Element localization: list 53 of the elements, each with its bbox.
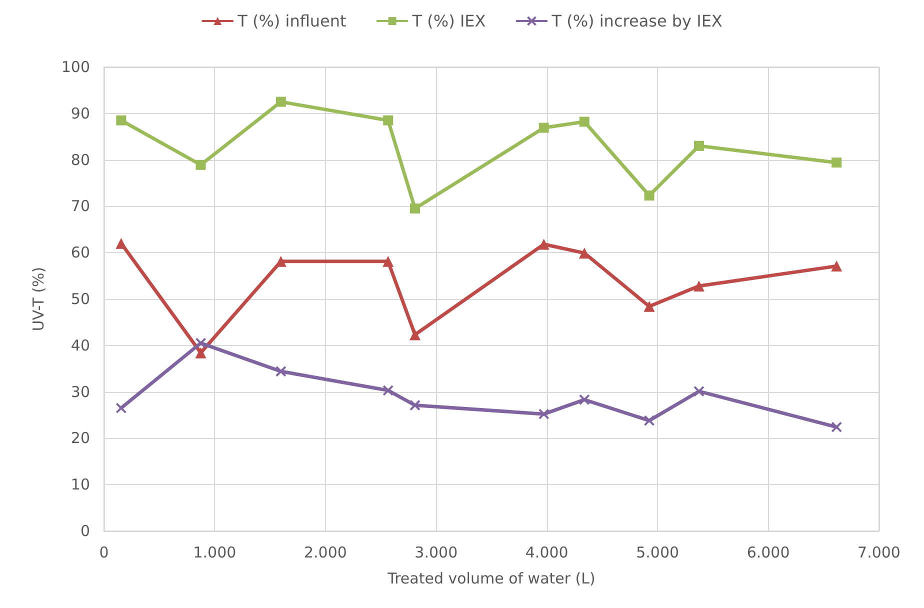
point [195,338,206,349]
point [832,158,842,168]
point [694,140,704,151]
legend-label: T (%) influent [236,12,346,30]
y-tick-label: 20 [70,429,90,448]
x-tick-label: 4.000 [525,544,568,562]
legend-label: T (%) increase by IEX [550,12,722,30]
y-tick-label: 0 [80,522,90,540]
point [538,122,549,133]
x-tick-label: 5.000 [636,544,680,562]
x-tick-label: 3.000 [414,544,458,562]
point [409,329,420,340]
point [116,238,127,249]
point [276,96,286,107]
point [693,386,704,397]
point [578,394,590,406]
point [383,115,394,126]
y-tick-label: 40 [70,336,90,354]
y-tick-label: 60 [70,244,90,262]
point [409,400,420,411]
y-tick-label: 30 [70,382,90,401]
point [579,116,590,127]
point [644,300,655,312]
y-tick-label: 100 [61,58,90,76]
legend-label: T (%) IEX [411,12,486,30]
point [831,260,842,272]
x-tick-label: 0 [99,544,109,562]
point [382,256,394,267]
point [275,366,286,377]
point [831,422,842,433]
point [196,160,206,170]
point [693,280,704,292]
x-axis-title: Treated volume of water (L) [386,570,596,588]
point [116,115,126,126]
point [538,408,550,420]
y-tick-label: 90 [70,104,90,122]
x-tick-label: 6.000 [746,544,790,562]
point [116,402,127,414]
y-tick-label: 10 [70,476,90,494]
y-axis-title: UV-T (%) [30,266,48,332]
y-tick-label: 70 [70,197,90,216]
point [410,204,420,214]
y-tick-label: 50 [70,290,90,308]
x-tick-label: 7.000 [858,544,900,562]
x-tick-label: 2.000 [304,544,347,562]
point [644,190,654,201]
point [195,347,206,358]
point [382,384,394,396]
x-tick-label: 1.000 [193,544,236,562]
y-tick-label: 80 [70,150,90,169]
point [644,415,655,426]
point [578,248,590,259]
point [538,238,550,250]
